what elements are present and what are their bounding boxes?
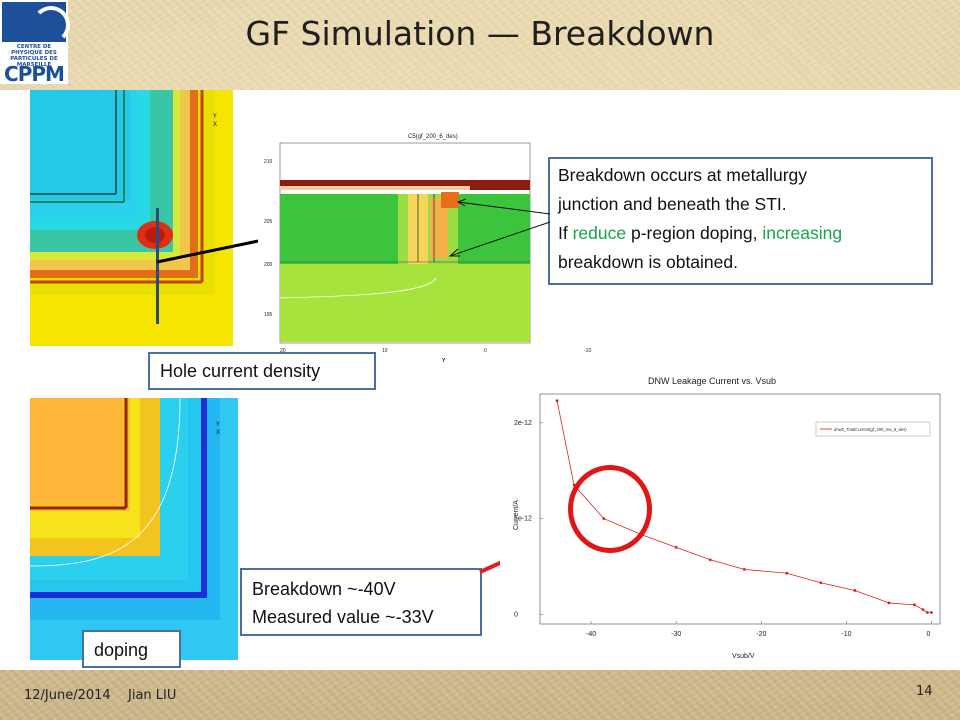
legend-label: dnw0_TotalCurrent(gf_200_res_6_des)	[834, 427, 907, 432]
logo-subtitle: CENTRE DE PHYSIQUE DES PARTICULES DE MAR…	[10, 44, 58, 68]
arrow-to-cut-plot	[156, 234, 271, 264]
data-point	[674, 545, 678, 549]
cut-x-tick: 0	[484, 348, 487, 354]
callout-line: breakdown is obtained.	[558, 252, 738, 272]
callout-highlight-reduce: reduce	[572, 223, 627, 243]
cut-y-tick: 210	[264, 159, 273, 165]
data-point	[930, 611, 933, 614]
chart-title: DNW Leakage Current vs. Vsub	[648, 376, 776, 386]
chart-y-tick: 1e-12	[514, 516, 532, 523]
chart-x-tick: -40	[586, 631, 596, 638]
cppm-logo: CENTRE DE PHYSIQUE DES PARTICULES DE MAR…	[0, 0, 70, 86]
chart-x-tick: 0	[926, 631, 930, 638]
data-point	[555, 399, 559, 403]
data-point	[925, 611, 929, 614]
measured-value: Measured value ~-33V	[252, 607, 434, 627]
doping-label: doping	[82, 630, 181, 668]
footer-date: 12/June/2014	[24, 688, 111, 703]
breakdown-value: Breakdown ~-40V	[252, 579, 396, 599]
breakdown-values-callout: Breakdown ~-40V Measured value ~-33V	[240, 568, 482, 636]
callout-text: If	[558, 223, 573, 243]
chart-x-label: Vsub/V	[732, 653, 755, 660]
callout-line: If reduce p-region doping, increasing	[558, 219, 931, 248]
chart-x-tick: -30	[671, 631, 681, 638]
data-point	[819, 581, 823, 585]
legend-box	[815, 421, 931, 437]
logo-text: CPPM	[4, 62, 65, 86]
sim-axis-x-label: X	[213, 121, 217, 128]
slide-title: GF Simulation — Breakdown	[245, 14, 715, 53]
doping-axis-y-label: Y	[215, 421, 220, 428]
breakdown-circle-highlight	[568, 465, 652, 553]
cut-plot-title: C5(gf_200_6_des)	[408, 134, 458, 140]
data-point	[708, 558, 712, 562]
callout-text: p-region doping,	[626, 223, 763, 243]
cut-x-tick: 20	[280, 348, 286, 354]
hole-current-simulation-image: Y X	[30, 90, 233, 346]
breakdown-explanation-callout: Breakdown occurs at metallurgy junction …	[548, 157, 933, 285]
callout-line: junction and beneath the STI.	[558, 194, 787, 214]
footer-author: Jian LIU	[128, 688, 177, 703]
doping-simulation-image: Y X	[30, 398, 238, 660]
chart-y-tick: 2e-12	[514, 420, 532, 427]
cut-y-tick: 195	[264, 312, 273, 318]
cut-x-tick: 10	[382, 348, 388, 354]
data-point	[887, 601, 891, 605]
cut-y-tick: 200	[264, 262, 273, 268]
logo-emblem	[2, 2, 70, 44]
data-point	[742, 567, 746, 571]
cut-x-label: Y	[442, 358, 446, 364]
callout-line: Breakdown occurs at metallurgy	[558, 165, 807, 185]
chart-y-tick: 0	[514, 611, 518, 618]
data-point	[921, 608, 925, 612]
chart-y-label: Current/A	[513, 500, 520, 530]
cut-line-marker	[156, 208, 159, 324]
chart-x-tick: -10	[841, 631, 851, 638]
cut-y-tick: 205	[264, 219, 273, 225]
cut-x-tick: -10	[584, 348, 591, 354]
leakage-chart: DNW Leakage Current vs. Vsub -40 -30 -20 -1…	[500, 370, 950, 665]
doping-axis-x-label: X	[216, 429, 220, 436]
sim-axis-y-label: Y	[212, 113, 217, 120]
hole-current-label: Hole current density	[148, 352, 376, 390]
data-point	[853, 589, 857, 592]
page-number: 14	[916, 684, 933, 699]
callout-highlight-increasing: increasing	[762, 223, 843, 243]
data-point	[913, 603, 916, 607]
chart-x-tick: -20	[756, 631, 766, 638]
data-point	[785, 571, 789, 575]
callout-pointer-arrows	[448, 198, 551, 257]
